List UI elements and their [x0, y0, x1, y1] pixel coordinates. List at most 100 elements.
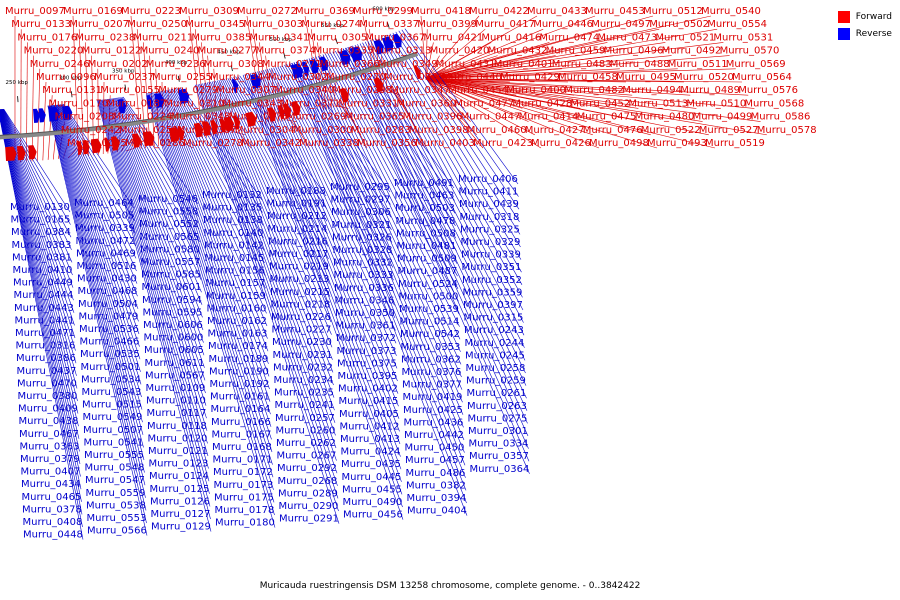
label-connector: [249, 73, 402, 470]
label-connector: [425, 15, 654, 79]
reverse-gene-label: Murru_0601: [142, 282, 202, 293]
reverse-gene-label: Murru_0161: [210, 392, 270, 403]
label-connector: [147, 93, 275, 516]
label-connector: [257, 71, 400, 419]
label-connector: [100, 99, 210, 482]
label-connector: [54, 104, 141, 372]
label-connector: [313, 57, 462, 378]
label-connector: [295, 61, 466, 478]
reverse-gene-label: Murru_0174: [208, 341, 268, 352]
label-connector: [244, 74, 403, 508]
label-connector: [420, 15, 427, 79]
label-connector: [271, 68, 396, 331]
forward-gene-label: Murru_0502: [649, 19, 709, 30]
label-connector: [150, 92, 274, 478]
label-connector: [354, 44, 528, 411]
label-connector: [51, 105, 144, 448]
label-connector: [426, 68, 678, 79]
forward-gene-label: Murru_0223: [121, 6, 181, 17]
label-connector: [426, 78, 743, 83]
forward-gene-label: Murru_0429: [500, 72, 560, 83]
reverse-gene-label: Murru_0467: [19, 429, 79, 440]
forward-gene-label: Murru_0303: [243, 19, 303, 30]
reverse-gene-label: Murru_0297: [331, 195, 391, 206]
gene-tracks: [0, 33, 421, 162]
reverse-gene-label: Murru_0585: [141, 270, 201, 281]
reverse-gene-label: Murru_0536: [79, 324, 139, 335]
reverse-gene-arrow: [392, 33, 402, 49]
reverse-gene-label: Murru_0606: [143, 320, 203, 331]
reverse-gene-label: Murru_0507: [83, 425, 143, 436]
reverse-gene-label: Murru_0379: [20, 454, 80, 465]
label-connector: [286, 119, 297, 122]
forward-gene-label: Murru_0340: [274, 85, 334, 96]
forward-gene-label: Murru_0133: [11, 19, 71, 30]
forward-gene-label: Murru_0474: [539, 32, 599, 43]
forward-gene-label: Murru_0554: [707, 19, 767, 30]
label-connector: [49, 105, 146, 486]
reverse-swatch: [837, 27, 850, 40]
label-connector: [401, 29, 519, 197]
reverse-gene-arrow: [117, 98, 127, 114]
forward-gene-label: Murru_0300: [293, 125, 353, 136]
reverse-gene-label: Murru_0470: [17, 378, 77, 389]
reverse-gene-label: Murru_0352: [462, 275, 522, 286]
reverse-gene-label: Murru_0383: [12, 240, 72, 251]
forward-gene-label: Murru_0309: [179, 6, 239, 17]
reverse-gene-label: Murru_0291: [279, 514, 339, 525]
forward-gene-label: Murru_0480: [635, 112, 695, 123]
label-connector: [130, 15, 142, 149]
reverse-gene-label: Murru_0166: [211, 417, 271, 428]
forward-gene-label: Murru_0365: [345, 112, 405, 123]
label-connector: [281, 65, 394, 268]
forward-gene-label: Murru_0269: [287, 112, 347, 123]
label-connector: [425, 78, 651, 136]
reverse-gene-label: Murru_0463: [395, 191, 455, 202]
reverse-gene-label: Murru_0419: [403, 392, 463, 403]
forward-gene-label: Murru_0307: [216, 85, 276, 96]
reverse-gene-label: Murru_0580: [140, 244, 200, 255]
reverse-gene-arrow: [373, 39, 384, 55]
label-connector: [158, 91, 271, 402]
reverse-gene-label: Murru_0124: [149, 471, 209, 482]
reverse-gene-label: Murru_0321: [332, 220, 392, 231]
label-connector: [199, 83, 338, 486]
label-connector: [295, 61, 391, 193]
forward-gene-label: Murru_0302: [268, 72, 328, 83]
forward-gene-label: Murru_0255: [152, 72, 212, 83]
label-connector: [259, 70, 399, 407]
forward-gene-label: Murru_0345: [185, 19, 245, 30]
reverse-gene-label: Murru_0611: [145, 358, 205, 369]
forward-gene-label: Murru_0522: [641, 125, 701, 136]
forward-gene-arrow: [193, 122, 204, 138]
label-connector: [208, 82, 335, 411]
forward-gene-label: Murru_0246: [30, 59, 90, 70]
forward-gene-label: Murru_0540: [701, 6, 761, 17]
label-connector: [242, 74, 404, 520]
reverse-gene-label: Murru_0524: [398, 279, 458, 290]
label-connector: [0, 110, 80, 452]
label-connector: [342, 48, 530, 474]
label-connector: [196, 84, 339, 512]
reverse-gene-arrow: [154, 93, 165, 108]
reverse-gene-label: Murru_0257: [275, 413, 335, 424]
label-connector: [425, 78, 716, 149]
reverse-gene-arrow: [48, 106, 60, 122]
label-connector: [55, 104, 140, 347]
reverse-gene-label: Murru_0267: [277, 451, 337, 462]
label-connector: [203, 83, 337, 449]
gene-labels: Murru_0097 Murru_0133 Murru_0176 Murru_0220…: [5, 6, 817, 541]
reverse-gene-label: Murru_0301: [468, 426, 528, 437]
label-connector: [61, 104, 136, 234]
forward-gene-label: Murru_0427: [525, 125, 585, 136]
reverse-gene-label: Murru_0315: [464, 313, 524, 324]
reverse-gene-label: Murru_0449: [13, 278, 73, 289]
reverse-gene-label: Murru_0534: [81, 374, 141, 385]
reverse-gene-label: Murru_0175: [214, 492, 274, 503]
forward-gene-label: Murru_0096: [36, 72, 96, 83]
label-connector: [425, 28, 718, 79]
forward-gene-label: Murru_0400: [506, 85, 566, 96]
label-connector: [48, 105, 147, 511]
forward-gene-label: Murru_0428: [512, 98, 572, 109]
reverse-gene-label: Murru_0565: [140, 232, 200, 243]
